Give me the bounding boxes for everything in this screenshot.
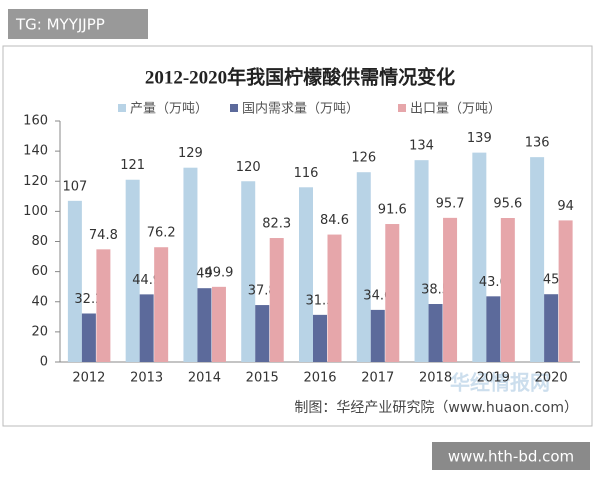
chart-frame <box>2 45 593 427</box>
bar <box>67 200 82 362</box>
data-label: 49.9 <box>204 265 233 280</box>
data-label: 95.6 <box>493 197 522 212</box>
bar <box>313 314 327 362</box>
data-label: 37.8 <box>248 284 277 299</box>
bar <box>327 234 342 362</box>
legend-swatch <box>230 104 238 112</box>
y-tick-label: 0 <box>40 355 48 370</box>
bar <box>385 224 400 362</box>
data-label: 121 <box>120 158 145 173</box>
bar <box>356 172 371 362</box>
legend-swatch <box>118 104 126 112</box>
data-label: 94 <box>557 199 574 214</box>
x-tick-label: 2016 <box>303 371 336 386</box>
bar <box>500 218 515 362</box>
bar <box>197 288 212 362</box>
bar <box>443 217 458 362</box>
data-label: 49 <box>196 267 213 282</box>
bar <box>299 187 313 362</box>
site: www.hth-bd.com <box>448 448 574 466</box>
site-box <box>432 442 590 470</box>
tag-box <box>8 9 148 39</box>
data-label: 136 <box>525 136 550 151</box>
data-label: 38.5 <box>421 283 450 298</box>
bar <box>558 220 573 362</box>
y-tick-label: 40 <box>31 294 48 309</box>
y-tick-label: 160 <box>23 114 48 129</box>
bar <box>125 179 140 362</box>
bar <box>544 294 559 362</box>
data-label: 74.8 <box>89 228 118 243</box>
data-label: 31.3 <box>306 293 335 308</box>
y-tick-label: 120 <box>23 174 48 189</box>
bar <box>428 304 443 362</box>
bar <box>183 167 198 362</box>
legend-label: 产量（万吨） <box>130 102 208 117</box>
watermark: 华经情报网 <box>450 371 550 395</box>
tag: TG: MYYJJPP <box>15 16 105 34</box>
y-tick-label: 100 <box>23 204 48 219</box>
data-label: 107 <box>62 179 87 194</box>
data-label: 32.2 <box>74 292 103 307</box>
bar <box>81 313 96 362</box>
bar <box>255 305 270 362</box>
x-tick-label: 2012 <box>72 371 105 386</box>
bar <box>154 247 169 362</box>
data-label: 129 <box>178 146 203 161</box>
bar <box>414 160 429 362</box>
bar <box>269 238 284 362</box>
bar <box>486 296 501 362</box>
bar <box>472 152 487 362</box>
bar <box>241 181 256 362</box>
chart-title: 2012-2020年我国柠檬酸供需情况变化 <box>145 65 455 88</box>
data-label: 45 <box>543 273 560 288</box>
data-label: 44.9 <box>132 273 161 288</box>
bar <box>96 249 111 362</box>
data-label: 134 <box>409 139 434 154</box>
data-label: 95.7 <box>436 196 465 211</box>
data-label: 34.6 <box>363 288 392 303</box>
y-tick-label: 20 <box>31 324 48 339</box>
y-tick-label: 80 <box>31 234 48 249</box>
bar <box>211 286 226 362</box>
data-label: 91.6 <box>378 203 407 218</box>
x-tick-label: 2013 <box>130 371 163 386</box>
x-tick-label: 2020 <box>535 371 568 386</box>
data-label: 82.3 <box>262 217 291 232</box>
x-tick-label: 2015 <box>246 371 279 386</box>
data-label: 116 <box>294 166 319 181</box>
x-tick-label: 2019 <box>477 371 510 386</box>
data-label: 84.6 <box>320 213 349 228</box>
x-tick-label: 2014 <box>188 371 221 386</box>
y-tick-label: 60 <box>31 264 48 279</box>
legend-label: 出口量（万吨） <box>410 102 501 117</box>
x-tick-label: 2017 <box>361 371 394 386</box>
data-label: 76.2 <box>147 226 176 241</box>
legend-swatch <box>398 104 406 112</box>
data-label: 120 <box>236 160 261 175</box>
legend-label: 国内需求量（万吨） <box>242 101 359 117</box>
data-label: 126 <box>351 151 376 166</box>
bar <box>530 157 545 362</box>
bar <box>139 294 154 362</box>
data-label: 139 <box>467 131 492 146</box>
source: 制图：华经产业研究院（www.huaon.com） <box>294 400 578 416</box>
y-tick-label: 140 <box>23 144 48 159</box>
data-label: 43.6 <box>479 275 508 290</box>
bar <box>370 309 385 362</box>
x-tick-label: 2018 <box>419 371 452 386</box>
